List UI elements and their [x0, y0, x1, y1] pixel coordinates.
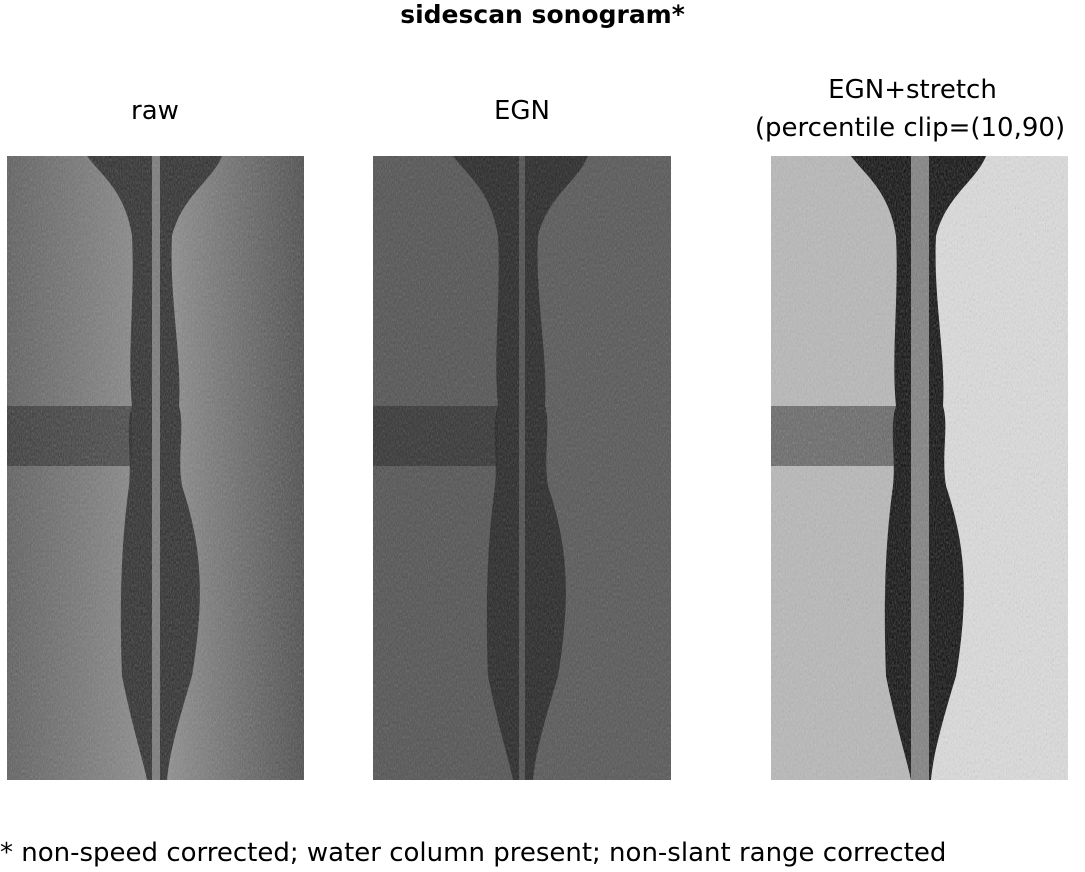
panel-title-raw: raw	[131, 96, 179, 126]
sonogram-stretch-image	[771, 156, 1068, 780]
sonogram-raw-image	[7, 156, 304, 780]
sonogram-egn-image	[373, 156, 671, 780]
figure-title: sidescan sonogram*	[400, 0, 685, 29]
figure-footnote: * non-speed corrected; water column pres…	[0, 838, 947, 868]
panel-title-egn: EGN	[493, 96, 551, 126]
panel-title-stretch-line2: (percentile clip=(10,90)	[754, 113, 1066, 143]
panel-title-stretch-line1: EGN+stretch	[828, 75, 997, 105]
